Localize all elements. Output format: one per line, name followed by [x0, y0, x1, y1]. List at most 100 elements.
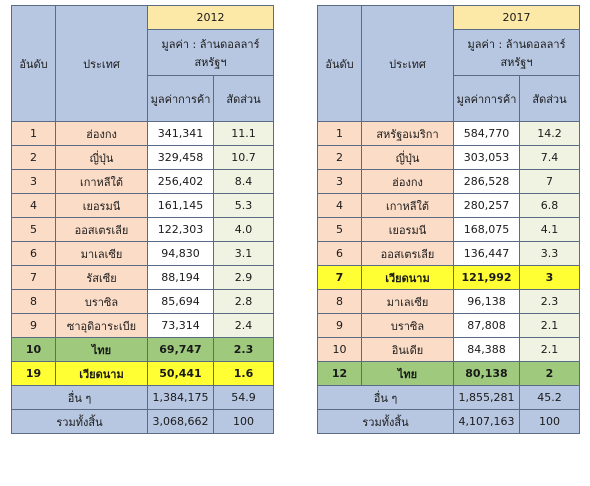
value-cell: 280,257	[453, 193, 520, 218]
country-cell: บราซิล	[361, 313, 454, 338]
rank-cell: 9	[11, 313, 56, 338]
country-cell: ไทย	[361, 361, 454, 386]
total-label: รวมทั้งสิ้น	[317, 409, 454, 434]
share-cell: 1.6	[213, 361, 274, 386]
share-cell: 8.4	[213, 169, 274, 194]
table-row: 19 เวียดนาม 50,441 1.6	[11, 361, 274, 386]
share-cell: 3	[519, 265, 580, 290]
country-cell: ออสเตรเลีย	[361, 241, 454, 266]
rank-cell: 8	[317, 289, 362, 314]
value-cell: 121,992	[453, 265, 520, 290]
share-cell: 10.7	[213, 145, 274, 170]
share-cell: 4.0	[213, 217, 274, 242]
share-cell: 2.1	[519, 337, 580, 362]
share-cell: 2.1	[519, 313, 580, 338]
total-share: 100	[519, 409, 580, 434]
rank-cell: 9	[317, 313, 362, 338]
table-row: 7 เวียดนาม 121,992 3	[317, 265, 580, 290]
value-cell: 122,303	[147, 217, 214, 242]
table-row: 7 รัสเซีย 88,194 2.9	[11, 265, 274, 290]
share-cell: 2	[519, 361, 580, 386]
table-row: 10 อินเดีย 84,388 2.1	[317, 337, 580, 362]
table-row: 2 ญี่ปุ่น 329,458 10.7	[11, 145, 274, 170]
table-row: 1 ฮ่องกง 341,341 11.1	[11, 121, 274, 146]
rank-cell: 7	[11, 265, 56, 290]
others-value: 1,384,175	[147, 385, 214, 410]
value-cell: 584,770	[453, 121, 520, 146]
value-cell: 96,138	[453, 289, 520, 314]
value-unit-header: มูลค่า : ล้านดอลลาร์สหรัฐฯ	[147, 29, 274, 76]
value-cell: 50,441	[147, 361, 214, 386]
year-header: 2012	[147, 5, 274, 30]
value-cell: 84,388	[453, 337, 520, 362]
country-cell: อินเดีย	[361, 337, 454, 362]
country-cell: เวียดนาม	[361, 265, 454, 290]
rank-cell: 12	[317, 361, 362, 386]
country-cell: ญี่ปุ่น	[361, 145, 454, 170]
table-row: 9 บราซิล 87,808 2.1	[317, 313, 580, 338]
share-cell: 11.1	[213, 121, 274, 146]
share-cell: 2.4	[213, 313, 274, 338]
rank-cell: 4	[317, 193, 362, 218]
country-cell: เยอรมนี	[55, 193, 148, 218]
value-cell: 256,402	[147, 169, 214, 194]
country-cell: เยอรมนี	[361, 217, 454, 242]
share-cell: 2.9	[213, 265, 274, 290]
share-cell: 3.3	[519, 241, 580, 266]
rank-cell: 2	[317, 145, 362, 170]
others-share: 54.9	[213, 385, 274, 410]
value-cell: 88,194	[147, 265, 214, 290]
trade-table-2012: อันดับ ประเทศ 2012 มูลค่า : ล้านดอลลาร์ส…	[11, 5, 274, 434]
table-row: 5 ออสเตรเลีย 122,303 4.0	[11, 217, 274, 242]
table-row: 10 ไทย 69,747 2.3	[11, 337, 274, 362]
table-row: 4 เยอรมนี 161,145 5.3	[11, 193, 274, 218]
value-cell: 69,747	[147, 337, 214, 362]
country-cell: ออสเตรเลีย	[55, 217, 148, 242]
value-cell: 303,053	[453, 145, 520, 170]
others-label: อื่น ๆ	[317, 385, 454, 410]
share-cell: 3.1	[213, 241, 274, 266]
year-header: 2017	[453, 5, 580, 30]
country-cell: สหรัฐอเมริกา	[361, 121, 454, 146]
value-cell: 341,341	[147, 121, 214, 146]
table-row: 2 ญี่ปุ่น 303,053 7.4	[317, 145, 580, 170]
country-cell: ฮ่องกง	[361, 169, 454, 194]
value-cell: 87,808	[453, 313, 520, 338]
rank-cell: 8	[11, 289, 56, 314]
share-cell: 6.8	[519, 193, 580, 218]
share-cell: 4.1	[519, 217, 580, 242]
share-cell: 2.3	[519, 289, 580, 314]
rank-cell: 4	[11, 193, 56, 218]
rank-cell: 5	[317, 217, 362, 242]
country-cell: บราซิล	[55, 289, 148, 314]
value-cell: 168,075	[453, 217, 520, 242]
share-cell: 5.3	[213, 193, 274, 218]
rank-cell: 3	[11, 169, 56, 194]
table-row: 9 ซาอุดิอาระเบีย 73,314 2.4	[11, 313, 274, 338]
share-cell: 14.2	[519, 121, 580, 146]
rank-cell: 2	[11, 145, 56, 170]
table-row: 1 สหรัฐอเมริกา 584,770 14.2	[317, 121, 580, 146]
trade-table-2017: อันดับ ประเทศ 2017 มูลค่า : ล้านดอลลาร์ส…	[317, 5, 580, 434]
value-unit-header: มูลค่า : ล้านดอลลาร์สหรัฐฯ	[453, 29, 580, 76]
country-cell: เกาหลีใต้	[55, 169, 148, 194]
country-cell: ญี่ปุ่น	[55, 145, 148, 170]
table-row: 8 มาเลเซีย 96,138 2.3	[317, 289, 580, 314]
country-cell: เกาหลีใต้	[361, 193, 454, 218]
rank-cell: 10	[11, 337, 56, 362]
value-cell: 136,447	[453, 241, 520, 266]
share-header: สัดส่วน	[519, 75, 580, 122]
value-cell: 94,830	[147, 241, 214, 266]
value-cell: 161,145	[147, 193, 214, 218]
table-row: 6 ออสเตรเลีย 136,447 3.3	[317, 241, 580, 266]
value-cell: 286,528	[453, 169, 520, 194]
share-header: สัดส่วน	[213, 75, 274, 122]
total-value: 4,107,163	[453, 409, 520, 434]
rank-cell: 7	[317, 265, 362, 290]
rank-cell: 10	[317, 337, 362, 362]
country-cell: ฮ่องกง	[55, 121, 148, 146]
others-label: อื่น ๆ	[11, 385, 148, 410]
table-row: 3 ฮ่องกง 286,528 7	[317, 169, 580, 194]
country-cell: ไทย	[55, 337, 148, 362]
rank-header: อันดับ	[11, 5, 56, 122]
